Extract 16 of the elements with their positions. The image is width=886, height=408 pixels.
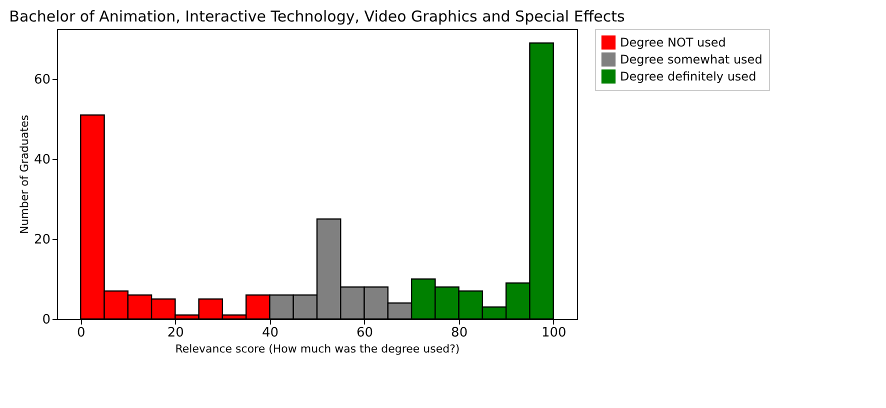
x-tick-label: 40 xyxy=(262,326,278,340)
y-tick-label: 20 xyxy=(34,232,50,248)
x-tick-label: 0 xyxy=(76,326,86,340)
y-tick-label: 40 xyxy=(34,152,50,168)
chart-title: Bachelor of Animation, Interactive Technology, Video Graphics and Special Effects xyxy=(9,8,626,26)
x-tick-label: 20 xyxy=(167,326,184,340)
y-tick-label: 0 xyxy=(42,312,50,328)
legend-label: Degree definitely used xyxy=(620,70,756,84)
y-tick-label: 60 xyxy=(34,72,50,88)
legend-label: Degree NOT used xyxy=(620,36,726,50)
x-tick-label: 60 xyxy=(356,326,374,340)
x-tick-label: 100 xyxy=(541,326,566,340)
x-tick-label: 80 xyxy=(451,326,468,340)
y-axis-title: Number of Graduates xyxy=(18,114,31,234)
legend-label: Degree somewhat used xyxy=(620,52,762,66)
x-axis-title: Relevance score (How much was the degree used?) xyxy=(175,342,460,356)
